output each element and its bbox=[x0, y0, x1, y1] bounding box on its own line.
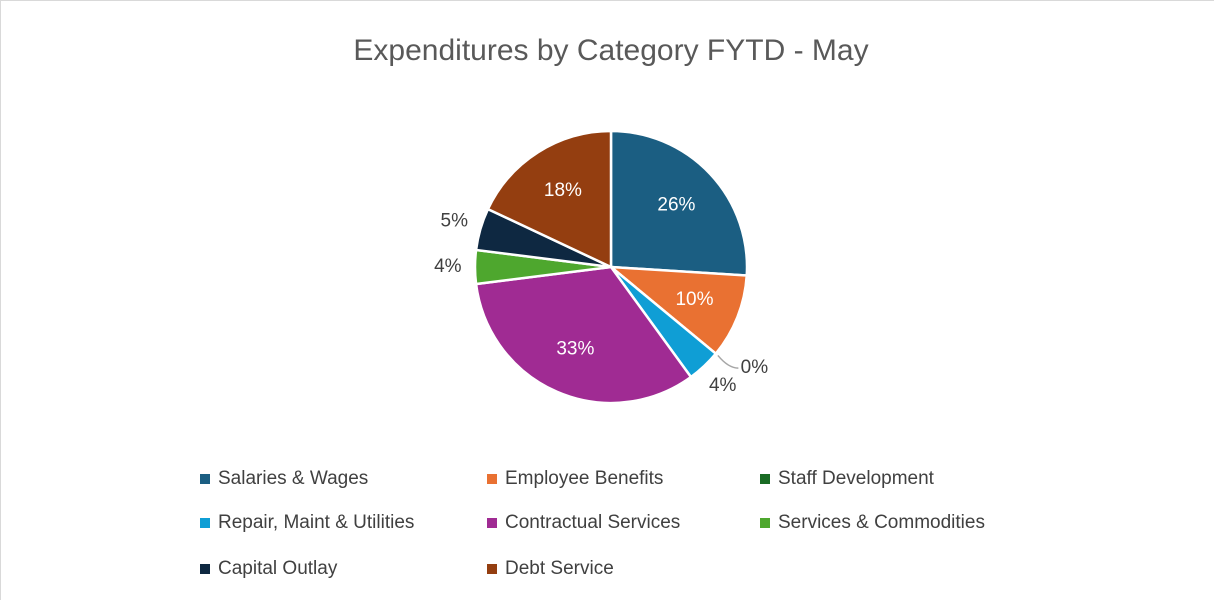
legend-label: Services & Commodities bbox=[778, 512, 985, 533]
pie-slice bbox=[607, 265, 749, 356]
legend-label: Contractual Services bbox=[505, 512, 680, 533]
legend-swatch bbox=[200, 564, 210, 574]
data-label: 10% bbox=[675, 289, 713, 310]
legend-swatch bbox=[200, 474, 210, 484]
legend-label: Repair, Maint & Utilities bbox=[218, 512, 414, 533]
data-label: 4% bbox=[709, 375, 737, 396]
data-label: 5% bbox=[441, 210, 469, 231]
legend-swatch bbox=[487, 564, 497, 574]
data-label: 33% bbox=[556, 338, 594, 359]
legend-label: Salaries & Wages bbox=[218, 468, 368, 489]
legend-label: Capital Outlay bbox=[218, 558, 338, 579]
legend-swatch bbox=[487, 518, 497, 528]
legend-swatch bbox=[760, 518, 770, 528]
legend-label: Employee Benefits bbox=[505, 468, 663, 489]
legend-swatch bbox=[487, 474, 497, 484]
leader-line bbox=[717, 354, 739, 369]
data-label: 0% bbox=[741, 357, 769, 378]
data-label: 4% bbox=[434, 256, 462, 277]
legend-label: Staff Development bbox=[778, 468, 935, 489]
data-label: 18% bbox=[544, 180, 582, 201]
legend-swatch bbox=[760, 474, 770, 484]
legend-swatch bbox=[200, 518, 210, 528]
pie-slice bbox=[609, 129, 749, 277]
data-label: 26% bbox=[657, 195, 695, 216]
legend-label: Debt Service bbox=[505, 558, 614, 579]
pie-slice bbox=[474, 265, 693, 405]
pie-slice bbox=[486, 129, 613, 269]
chart-title: Expenditures by Category FYTD - May bbox=[353, 34, 868, 67]
